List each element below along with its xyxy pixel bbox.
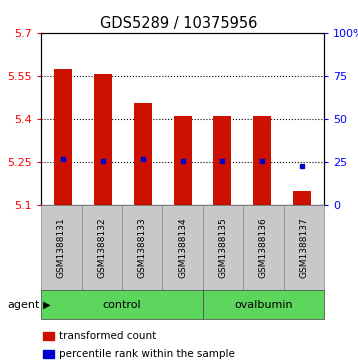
Text: GSM1388135: GSM1388135 <box>218 217 227 278</box>
Bar <box>94 74 112 205</box>
Text: GSM1388131: GSM1388131 <box>57 217 66 278</box>
Bar <box>174 116 192 205</box>
Bar <box>213 116 231 205</box>
Bar <box>54 69 72 205</box>
Text: GDS5289 / 10375956: GDS5289 / 10375956 <box>100 16 258 31</box>
Text: percentile rank within the sample: percentile rank within the sample <box>59 348 235 359</box>
Text: agent: agent <box>7 300 39 310</box>
Text: ▶: ▶ <box>40 300 51 310</box>
Bar <box>253 116 271 205</box>
Text: GSM1388137: GSM1388137 <box>299 217 308 278</box>
Text: GSM1388134: GSM1388134 <box>178 217 187 278</box>
Text: GSM1388132: GSM1388132 <box>97 217 106 278</box>
Text: GSM1388133: GSM1388133 <box>138 217 147 278</box>
Text: GSM1388136: GSM1388136 <box>259 217 268 278</box>
Text: transformed count: transformed count <box>59 331 156 341</box>
Bar <box>293 191 311 205</box>
Text: control: control <box>103 300 141 310</box>
Text: ovalbumin: ovalbumin <box>234 300 293 310</box>
Bar <box>134 103 152 205</box>
